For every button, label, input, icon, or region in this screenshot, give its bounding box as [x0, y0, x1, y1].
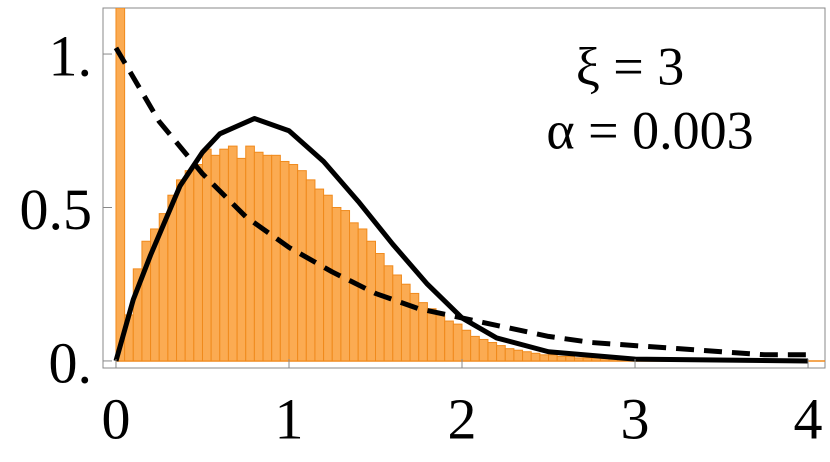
bar — [522, 351, 532, 362]
bar — [548, 354, 558, 362]
bar — [236, 157, 247, 362]
bar — [435, 314, 446, 362]
bar — [478, 338, 489, 362]
bar — [167, 194, 178, 362]
x-tick-label: 4 — [794, 386, 823, 451]
bar — [513, 349, 524, 362]
bar — [366, 240, 377, 362]
bar — [297, 170, 307, 362]
bar — [582, 357, 593, 362]
bar — [184, 170, 195, 362]
bar — [383, 265, 394, 362]
bar — [288, 164, 299, 362]
bar — [375, 253, 385, 362]
bar — [530, 352, 541, 362]
bar — [262, 154, 273, 362]
curve — [113, 115, 809, 364]
bar — [323, 194, 333, 362]
bar — [504, 348, 515, 362]
bar — [392, 274, 402, 362]
bar — [496, 345, 506, 362]
y-tick-label: 0. — [49, 330, 93, 395]
curve — [113, 46, 809, 358]
bar — [331, 206, 342, 362]
bar — [219, 148, 229, 362]
x-tick-label: 0 — [101, 386, 130, 451]
bar — [556, 355, 567, 362]
bar — [470, 335, 480, 362]
bar — [314, 188, 325, 362]
bar — [227, 145, 238, 362]
bar — [245, 145, 255, 362]
x-tick-label: 3 — [621, 386, 650, 451]
x-tick-label: 2 — [448, 386, 477, 451]
bar — [452, 323, 463, 362]
y-tick-label: 0.5 — [20, 177, 93, 242]
bar — [340, 210, 351, 362]
x-tick-label: 1 — [274, 386, 303, 451]
bar — [565, 355, 575, 362]
bar — [461, 329, 472, 362]
annotation: ξ = 3 — [576, 36, 685, 96]
bar — [279, 160, 290, 362]
bar — [573, 357, 584, 362]
bar — [305, 179, 316, 362]
y-tick-label: 1. — [49, 23, 93, 88]
bar — [201, 148, 212, 362]
bar — [271, 154, 281, 362]
curves — [113, 46, 809, 364]
bar — [418, 302, 428, 362]
bar — [357, 228, 368, 362]
bar — [349, 222, 359, 362]
bar — [176, 179, 186, 362]
bar — [487, 342, 498, 362]
bar — [444, 320, 454, 362]
bar — [193, 164, 203, 362]
bar — [426, 308, 437, 362]
bar — [400, 283, 411, 362]
bar — [253, 151, 264, 362]
bar — [539, 354, 550, 362]
annotation: α = 0.003 — [546, 100, 753, 160]
bar — [115, 8, 126, 362]
